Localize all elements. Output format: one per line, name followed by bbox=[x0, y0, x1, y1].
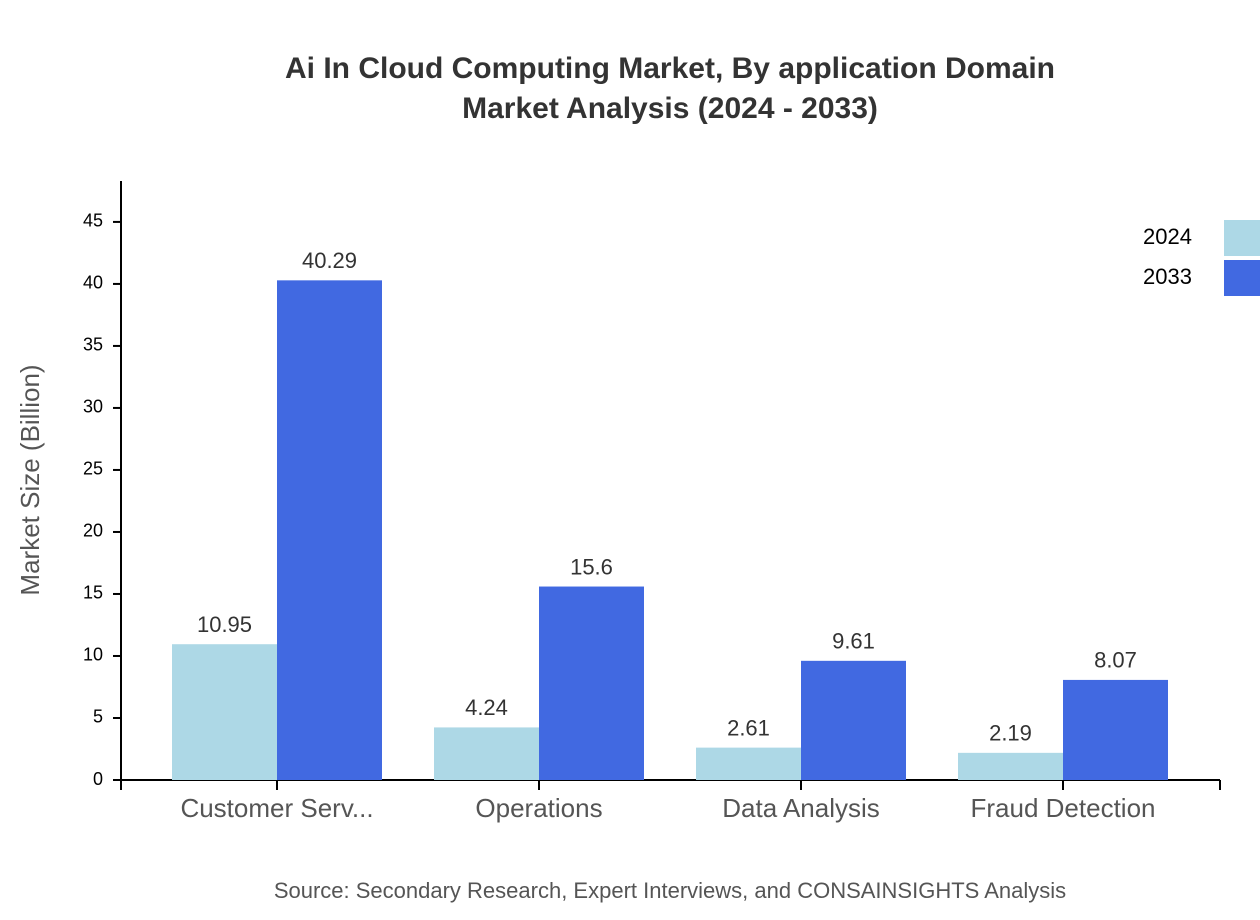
chart-title: Ai In Cloud Computing Market, By applica… bbox=[285, 52, 1055, 85]
source-note: Source: Secondary Research, Expert Inter… bbox=[274, 878, 1066, 903]
x-tick-label: Customer Serv... bbox=[180, 793, 373, 823]
bar bbox=[539, 586, 644, 780]
bar bbox=[696, 747, 801, 780]
chart-title: Market Analysis (2024 - 2033) bbox=[462, 92, 878, 125]
y-tick-label: 15 bbox=[83, 583, 103, 603]
legend-label: 2033 bbox=[1143, 264, 1192, 289]
bar bbox=[172, 644, 277, 780]
value-label: 9.61 bbox=[832, 629, 875, 654]
y-tick-label: 5 bbox=[93, 707, 103, 727]
x-tick-label: Operations bbox=[475, 793, 602, 823]
y-tick-label: 45 bbox=[83, 211, 103, 231]
bar bbox=[958, 752, 1063, 780]
y-tick-label: 40 bbox=[83, 273, 103, 293]
bar bbox=[434, 727, 539, 780]
value-label: 8.07 bbox=[1094, 648, 1137, 673]
y-tick-label: 35 bbox=[83, 335, 103, 355]
x-tick-label: Data Analysis bbox=[722, 793, 880, 823]
y-tick-label: 25 bbox=[83, 459, 103, 479]
legend-label: 2024 bbox=[1143, 224, 1192, 249]
value-label: 2.61 bbox=[727, 715, 770, 740]
y-tick-label: 20 bbox=[83, 521, 103, 541]
value-label: 4.24 bbox=[465, 695, 508, 720]
value-label: 40.29 bbox=[302, 248, 357, 273]
x-tick-label: Fraud Detection bbox=[971, 793, 1156, 823]
bar bbox=[801, 660, 906, 780]
y-tick-label: 0 bbox=[93, 769, 103, 789]
bar bbox=[1063, 679, 1168, 780]
y-tick-label: 30 bbox=[83, 397, 103, 417]
value-label: 10.95 bbox=[197, 612, 252, 637]
value-label: 2.19 bbox=[989, 721, 1032, 746]
bar bbox=[277, 280, 382, 780]
legend-swatch bbox=[1224, 260, 1260, 296]
y-tick-label: 10 bbox=[83, 645, 103, 665]
value-label: 15.6 bbox=[570, 554, 613, 579]
legend-swatch bbox=[1224, 220, 1260, 256]
y-axis-title: Market Size (Billion) bbox=[15, 364, 45, 595]
